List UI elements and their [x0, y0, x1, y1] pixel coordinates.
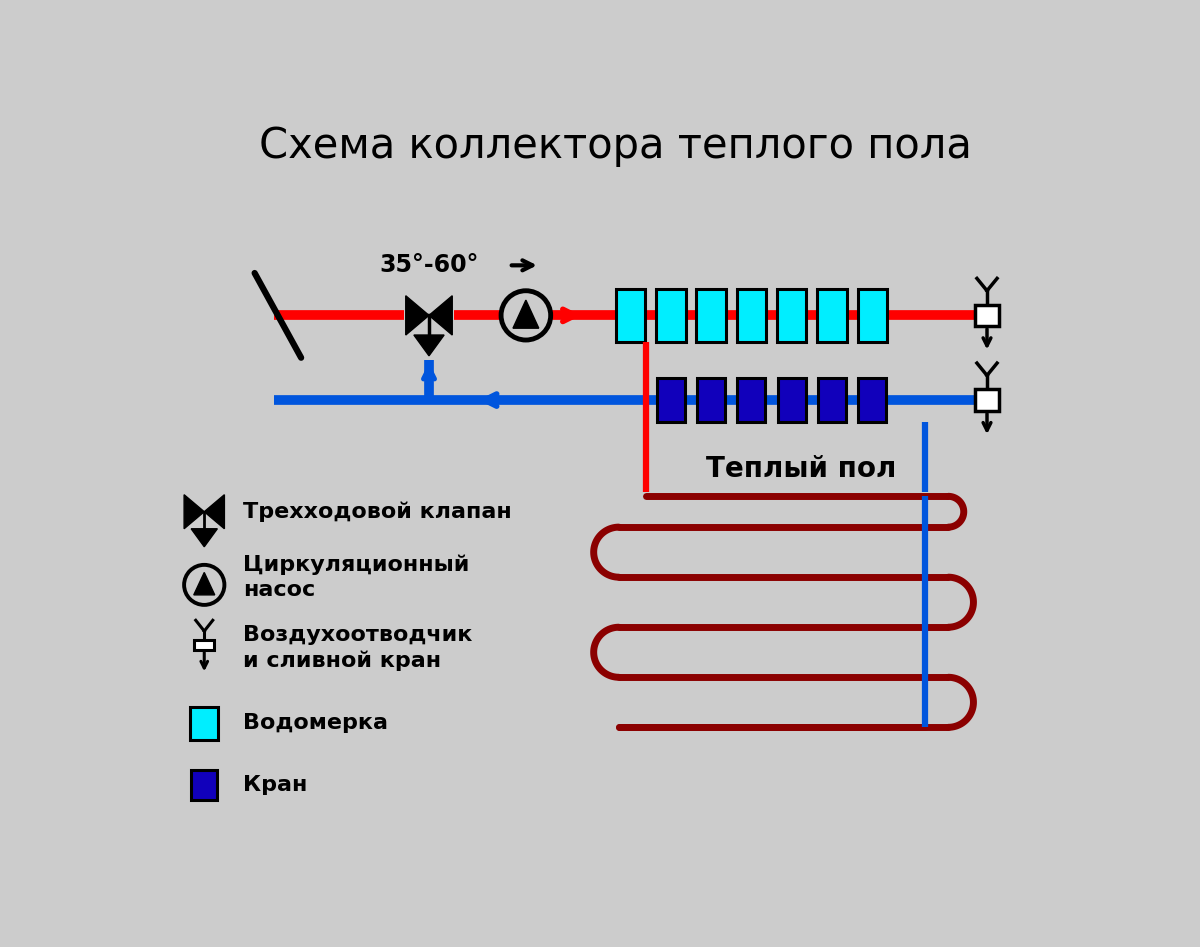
Polygon shape — [184, 494, 204, 528]
Bar — [738, 378, 766, 422]
Bar — [191, 706, 218, 741]
Bar — [976, 389, 998, 411]
Text: Водомерка: Водомерка — [242, 713, 388, 734]
Bar — [191, 771, 217, 799]
Bar — [818, 378, 846, 422]
Polygon shape — [193, 573, 215, 595]
Bar — [656, 378, 685, 422]
Polygon shape — [406, 295, 430, 335]
Text: Теплый пол: Теплый пол — [706, 456, 896, 483]
Text: Воздухоотводчик
и сливной кран: Воздухоотводчик и сливной кран — [242, 625, 473, 670]
Bar — [737, 289, 766, 342]
Bar — [656, 289, 685, 342]
Circle shape — [184, 564, 224, 605]
Polygon shape — [512, 300, 539, 329]
Bar — [697, 378, 725, 422]
Polygon shape — [430, 295, 452, 335]
Text: 35°-60°: 35°-60° — [379, 254, 479, 277]
Bar — [778, 378, 805, 422]
Circle shape — [502, 291, 551, 340]
Polygon shape — [414, 335, 444, 356]
Text: Кран: Кран — [242, 775, 307, 795]
Bar — [858, 378, 887, 422]
Bar — [696, 289, 726, 342]
Bar — [616, 289, 646, 342]
Polygon shape — [191, 528, 217, 546]
Polygon shape — [204, 494, 224, 528]
Bar — [194, 640, 215, 650]
Text: Схема коллектора теплого пола: Схема коллектора теплого пола — [258, 125, 972, 167]
Text: Циркуляционный
насос: Циркуляционный насос — [242, 555, 469, 599]
Text: Трехходовой клапан: Трехходовой клапан — [242, 502, 511, 522]
Bar — [858, 289, 887, 342]
Bar — [776, 289, 806, 342]
Bar — [817, 289, 847, 342]
Bar — [976, 305, 998, 326]
